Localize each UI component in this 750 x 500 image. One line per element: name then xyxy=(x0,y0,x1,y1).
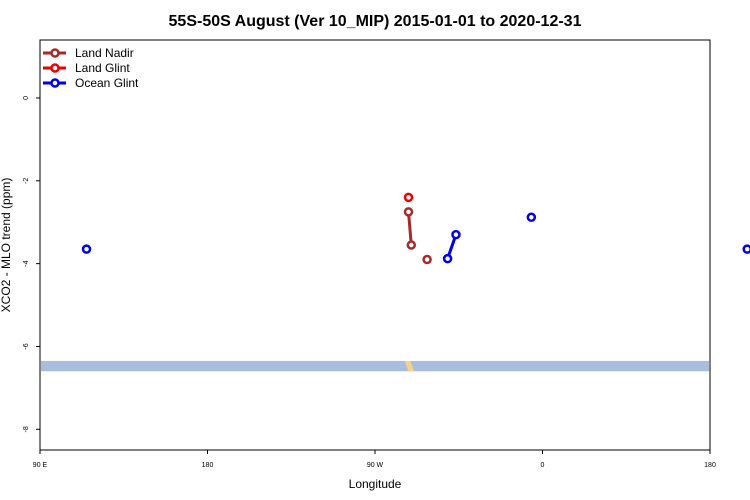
land-glint-point xyxy=(403,192,414,203)
x-tick-label: 90 E xyxy=(33,462,48,469)
land-sliver xyxy=(404,360,415,372)
series-layer xyxy=(81,192,750,265)
ocean-glint-point xyxy=(81,244,92,254)
legend-label-ocean-glint: Ocean Glint xyxy=(75,76,139,90)
land-nadir-point xyxy=(406,240,417,250)
x-tick-label: 180 xyxy=(202,462,214,469)
y-tick-label: -8 xyxy=(23,426,30,432)
x-tick-label: 0 xyxy=(541,462,545,469)
y-tick-label: -6 xyxy=(23,343,30,349)
ocean-glint-point xyxy=(526,212,537,223)
y-tick-label: 0 xyxy=(23,96,30,100)
y-axis-label: XCO2 - MLO trend (ppm) xyxy=(0,178,13,313)
y-tick-label: -2 xyxy=(23,178,30,184)
legend-marker-land-glint xyxy=(50,63,60,73)
ocean-glint-point xyxy=(742,244,750,254)
y-axis: 0 -2 -4 -6 -8 xyxy=(23,96,40,432)
x-axis: 90 E 180 90 W 0 180 xyxy=(33,450,716,469)
legend-marker-ocean-glint xyxy=(50,78,60,88)
ocean-glint-point xyxy=(451,229,461,240)
land-nadir-point xyxy=(403,207,414,217)
x-tick-label: 180 xyxy=(704,462,716,469)
x-tick-label: 90 W xyxy=(367,462,384,469)
ocean-band xyxy=(41,360,709,372)
legend-label-land-glint: Land Glint xyxy=(75,61,130,75)
legend-marker-land-nadir xyxy=(50,48,60,58)
legend-label-land-nadir: Land Nadir xyxy=(75,46,134,60)
x-axis-label: Longitude xyxy=(349,477,402,491)
plot-frame xyxy=(39,39,711,451)
ocean-glint-point xyxy=(442,253,453,264)
land-band xyxy=(41,360,709,372)
land-nadir-line xyxy=(407,211,413,246)
y-tick-label: -4 xyxy=(23,260,30,266)
chart-title: 55S-50S August (Ver 10_MIP) 2015-01-01 t… xyxy=(169,13,582,30)
land-nadir-point xyxy=(422,254,432,265)
